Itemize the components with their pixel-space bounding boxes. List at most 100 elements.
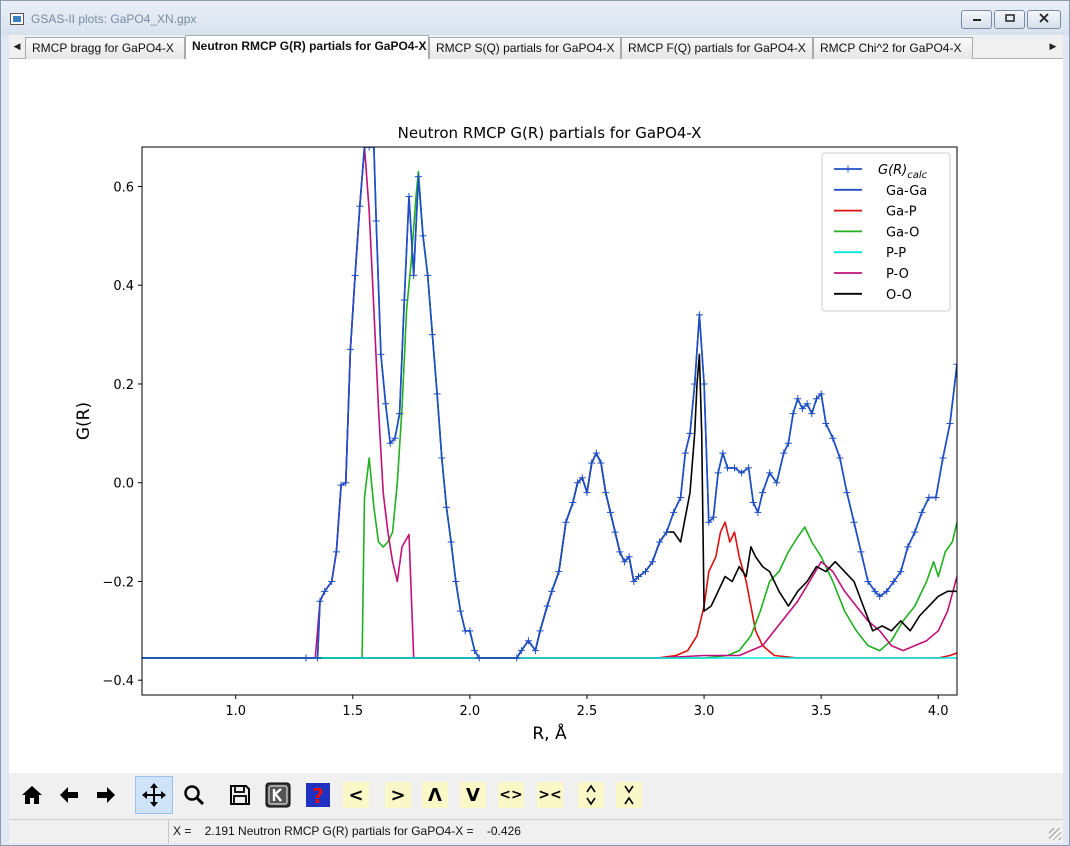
data-point-marker: [616, 548, 624, 556]
data-point-marker: [569, 498, 577, 506]
home-icon: [22, 786, 42, 804]
data-point-marker: [695, 311, 703, 319]
tab-scroll-right-icon[interactable]: ▶: [1049, 42, 1057, 52]
tab-chi2[interactable]: RMCP Chi^2 for GaPO4-X: [813, 37, 973, 59]
tab-fq-partials[interactable]: RMCP F(Q) partials for GaPO4-X: [621, 37, 813, 59]
back-arrow-icon: [60, 787, 78, 803]
data-point-marker: [475, 654, 483, 662]
data-point-marker: [939, 454, 947, 462]
data-point-marker: [611, 528, 619, 536]
data-point-marker: [709, 513, 717, 521]
data-point-marker: [798, 405, 806, 413]
tab-rmcp-bragg[interactable]: RMCP bragg for GaPO4-X: [25, 37, 185, 59]
data-point-marker: [321, 587, 329, 595]
data-point-marker: [414, 173, 422, 181]
plot-canvas[interactable]: 1.0 1.5 2.0 2.5 3.0 3.5 4.0 −0.4 −0.2 0.0 0.2 0.4 0.…: [9, 59, 1063, 773]
data-point-marker: [829, 434, 837, 442]
data-point-marker: [424, 271, 432, 279]
tab-sq-partials[interactable]: RMCP S(Q) partials for GaPO4-X: [429, 37, 621, 59]
data-point-marker: [548, 587, 556, 595]
y-tick-label: 0.2: [113, 378, 134, 393]
data-point-marker: [670, 508, 678, 516]
legend-marker: [844, 165, 852, 173]
legend-box: [821, 152, 951, 312]
cursor-readout: X = 2.191 Neutron RMCP G(R) partials for…: [173, 824, 521, 838]
shift-down-button[interactable]: V: [460, 782, 486, 808]
data-point-marker: [531, 647, 539, 655]
title-bar[interactable]: GSAS-II plots: GaPO4_XN.gpx: [1, 1, 1069, 35]
data-point-marker: [803, 400, 811, 408]
gr-partials-chart[interactable]: 1.0 1.5 2.0 2.5 3.0 3.5 4.0 −0.4 −0.2 0.0 0.2 0.4 0.…: [9, 59, 1063, 773]
series-line-ga-p: [142, 521, 957, 659]
data-point-marker: [656, 538, 664, 546]
data-point-marker: [337, 481, 345, 489]
pan-button[interactable]: [135, 776, 173, 814]
data-point-marker: [583, 489, 591, 497]
resize-grip-icon[interactable]: [1049, 828, 1061, 840]
data-point-marker: [433, 390, 441, 398]
y-tick-label: 0.0: [113, 477, 134, 492]
data-point-marker: [606, 508, 614, 516]
data-point-marker: [365, 147, 373, 151]
data-point-marker: [780, 449, 788, 457]
minimize-button[interactable]: [961, 10, 992, 29]
key-icon: [265, 782, 291, 808]
expand-y-button[interactable]: [578, 782, 604, 808]
data-point-marker: [625, 553, 633, 561]
data-point-marker: [438, 454, 446, 462]
data-point-marker: [316, 597, 324, 605]
shrink-y-button[interactable]: [616, 782, 642, 808]
expand-x-button[interactable]: <>: [498, 782, 524, 808]
legend-label: O-O: [886, 288, 912, 303]
data-point-marker: [649, 558, 657, 566]
forward-button[interactable]: [87, 776, 125, 814]
tab-neutron-gr-partials[interactable]: Neutron RMCP G(R) partials for GaPO4-X: [185, 35, 429, 60]
x-tick-label: 1.0: [225, 704, 246, 719]
data-point-marker: [442, 503, 450, 511]
data-point-marker: [400, 296, 408, 304]
data-point-marker: [784, 439, 792, 447]
home-button[interactable]: [13, 776, 51, 814]
save-button[interactable]: [221, 776, 259, 814]
data-point-marker: [749, 498, 757, 506]
data-point-marker: [332, 548, 340, 556]
data-point-marker: [794, 395, 802, 403]
data-point-marker: [773, 479, 781, 487]
data-point-marker: [946, 419, 954, 427]
shift-up-button[interactable]: Λ: [422, 782, 448, 808]
y-tick-label: −0.2: [102, 575, 134, 590]
restore-button[interactable]: [994, 10, 1025, 29]
help-icon: ?: [306, 783, 330, 808]
data-point-marker: [864, 577, 872, 585]
data-point-marker: [452, 577, 460, 585]
shift-right-button[interactable]: >: [385, 782, 411, 808]
close-button[interactable]: [1027, 10, 1061, 29]
data-point-marker: [686, 429, 694, 437]
data-point-marker: [897, 568, 905, 576]
back-button[interactable]: [50, 776, 88, 814]
axes-frame: [141, 146, 958, 696]
y-axis-label: G(R): [74, 402, 94, 440]
zoom-button[interactable]: [175, 776, 213, 814]
data-point-marker: [843, 489, 851, 497]
series-group: [142, 147, 957, 662]
data-point-marker: [382, 400, 390, 408]
data-point-marker: [630, 577, 638, 585]
key-button[interactable]: [259, 776, 297, 814]
shift-left-button[interactable]: <: [343, 782, 369, 808]
close-icon: [1039, 13, 1049, 23]
legend-label: P-O: [886, 267, 909, 282]
x-axis-label: R, Å: [532, 722, 567, 744]
tab-scroll-left-icon[interactable]: ◀: [13, 42, 21, 52]
shrink-x-button[interactable]: ><: [537, 782, 563, 808]
chart-title: Neutron RMCP G(R) partials for GaPO4-X: [398, 124, 702, 142]
help-button[interactable]: ?: [299, 776, 337, 814]
data-point-marker: [731, 464, 739, 472]
data-point-marker: [808, 410, 816, 418]
data-point-marker: [142, 654, 146, 662]
data-point-marker: [471, 647, 479, 655]
data-point-marker: [466, 627, 474, 635]
data-point-marker: [396, 410, 404, 418]
data-point-marker: [536, 627, 544, 635]
data-point-marker: [555, 568, 563, 576]
